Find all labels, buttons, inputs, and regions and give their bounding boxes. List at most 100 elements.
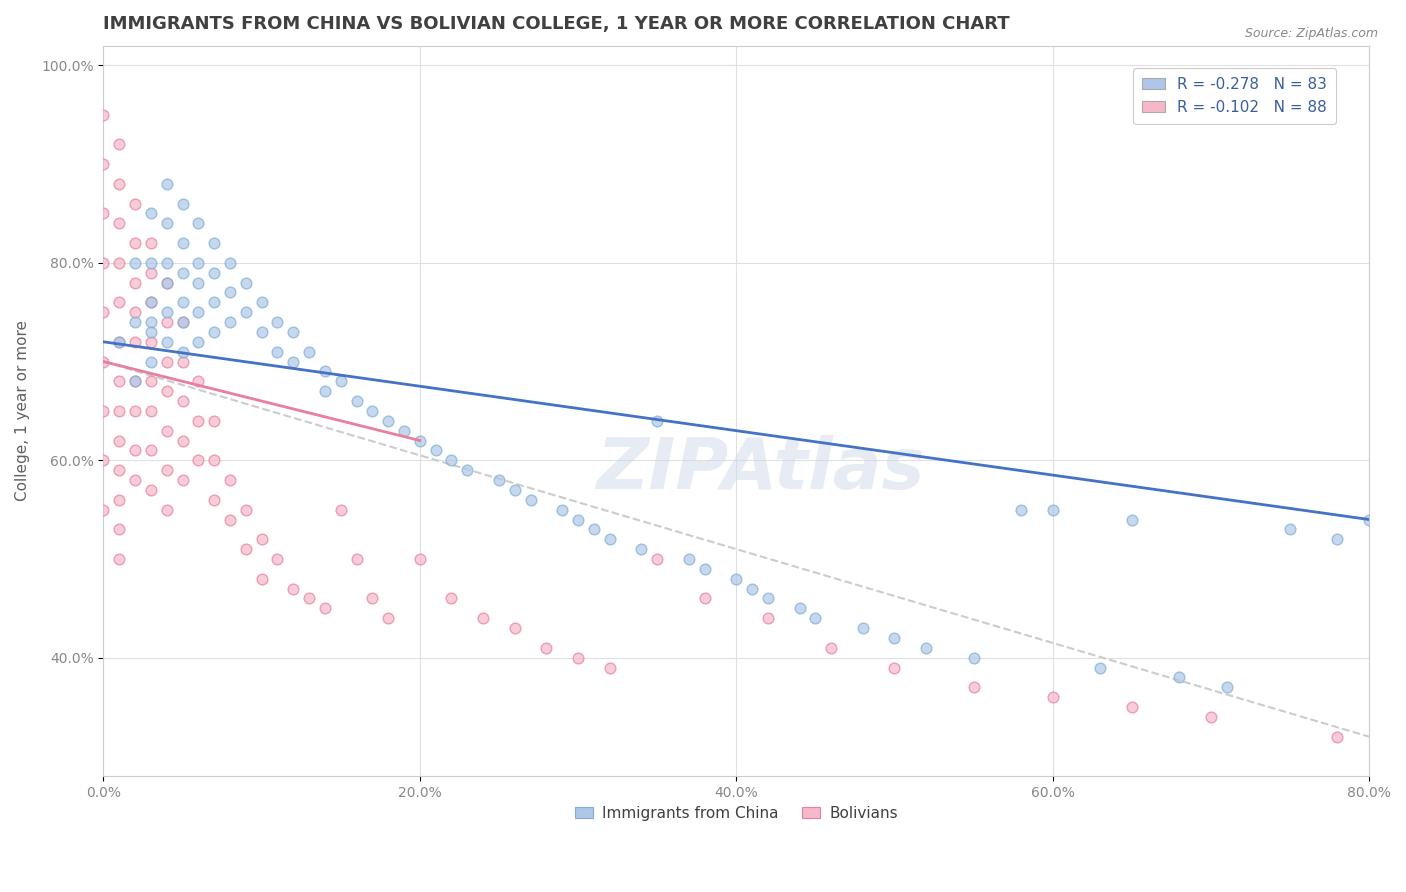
Point xyxy=(156,177,179,191)
Point xyxy=(266,344,288,359)
Point xyxy=(156,256,179,270)
Point xyxy=(266,552,288,566)
Point xyxy=(599,533,621,547)
Point xyxy=(582,522,605,536)
Point xyxy=(108,522,131,536)
Point xyxy=(172,315,194,329)
Point xyxy=(202,325,225,339)
Point xyxy=(409,434,432,448)
Point xyxy=(139,295,162,310)
Point xyxy=(235,542,257,557)
Point xyxy=(172,354,194,368)
Point xyxy=(756,591,779,606)
Point xyxy=(108,256,131,270)
Point xyxy=(503,483,526,497)
Point xyxy=(172,473,194,487)
Point xyxy=(1010,502,1032,516)
Point xyxy=(187,305,209,319)
Point xyxy=(346,552,368,566)
Point xyxy=(329,502,352,516)
Point xyxy=(250,325,273,339)
Point xyxy=(139,483,162,497)
Point xyxy=(1199,710,1222,724)
Point xyxy=(1121,512,1143,526)
Point xyxy=(202,236,225,251)
Point xyxy=(202,492,225,507)
Text: Source: ZipAtlas.com: Source: ZipAtlas.com xyxy=(1244,27,1378,40)
Point xyxy=(139,443,162,458)
Point xyxy=(139,256,162,270)
Point xyxy=(93,502,115,516)
Point xyxy=(536,640,558,655)
Point xyxy=(1358,512,1381,526)
Point xyxy=(503,621,526,635)
Point xyxy=(250,533,273,547)
Point xyxy=(187,414,209,428)
Point xyxy=(139,374,162,388)
Point xyxy=(139,404,162,418)
Legend: Immigrants from China, Bolivians: Immigrants from China, Bolivians xyxy=(568,800,904,827)
Point xyxy=(124,305,146,319)
Point xyxy=(124,315,146,329)
Point xyxy=(202,453,225,467)
Point xyxy=(108,177,131,191)
Point xyxy=(693,562,716,576)
Point xyxy=(93,108,115,122)
Y-axis label: College, 1 year or more: College, 1 year or more xyxy=(15,320,30,501)
Point xyxy=(1042,502,1064,516)
Point xyxy=(93,354,115,368)
Text: ZIPAtlas: ZIPAtlas xyxy=(598,435,925,504)
Point xyxy=(187,334,209,349)
Point xyxy=(93,305,115,319)
Point xyxy=(156,502,179,516)
Point xyxy=(377,414,399,428)
Point xyxy=(108,334,131,349)
Point xyxy=(425,443,447,458)
Point xyxy=(361,591,384,606)
Point xyxy=(108,295,131,310)
Point xyxy=(519,492,541,507)
Point xyxy=(139,295,162,310)
Point xyxy=(883,631,905,645)
Point xyxy=(488,473,510,487)
Point xyxy=(1168,670,1191,684)
Point xyxy=(962,681,984,695)
Point xyxy=(156,276,179,290)
Point xyxy=(298,591,321,606)
Point xyxy=(298,344,321,359)
Point xyxy=(235,502,257,516)
Point xyxy=(124,236,146,251)
Point xyxy=(329,374,352,388)
Point xyxy=(139,266,162,280)
Point xyxy=(250,572,273,586)
Point xyxy=(202,414,225,428)
Point xyxy=(156,384,179,399)
Point xyxy=(156,315,179,329)
Point xyxy=(883,660,905,674)
Point xyxy=(1326,533,1348,547)
Point xyxy=(172,434,194,448)
Point xyxy=(139,236,162,251)
Point xyxy=(187,374,209,388)
Point xyxy=(202,295,225,310)
Point xyxy=(630,542,652,557)
Point xyxy=(314,601,336,615)
Point xyxy=(266,315,288,329)
Point xyxy=(725,572,748,586)
Point xyxy=(756,611,779,625)
Point xyxy=(567,650,589,665)
Point xyxy=(472,611,495,625)
Point xyxy=(108,492,131,507)
Point xyxy=(156,216,179,230)
Point xyxy=(1278,522,1301,536)
Point xyxy=(124,374,146,388)
Point xyxy=(93,453,115,467)
Point xyxy=(962,650,984,665)
Point xyxy=(124,374,146,388)
Point xyxy=(124,276,146,290)
Point xyxy=(187,216,209,230)
Point xyxy=(187,453,209,467)
Point xyxy=(235,305,257,319)
Point xyxy=(108,463,131,477)
Point xyxy=(93,404,115,418)
